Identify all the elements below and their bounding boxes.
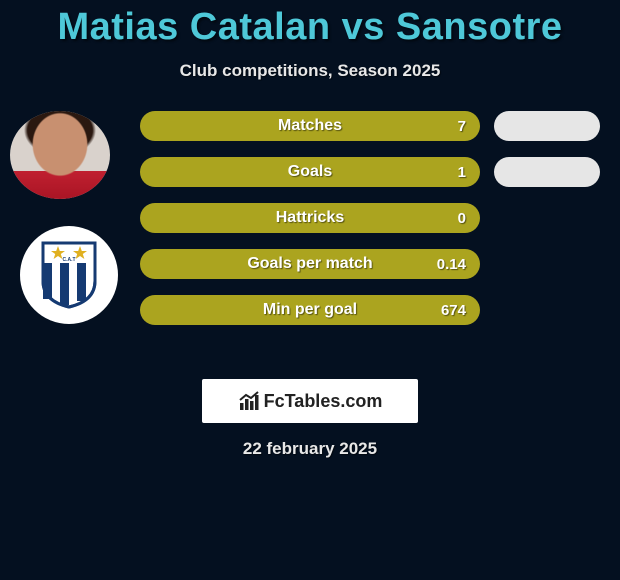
page-title: Matias Catalan vs Sansotre (0, 0, 620, 49)
brand-logo: FcTables.com (202, 379, 418, 423)
stat-label: Hattricks (140, 209, 480, 227)
footer-date: 22 february 2025 (0, 439, 620, 459)
stat-label: Goals per match (140, 255, 480, 273)
brand-text: FcTables.com (264, 391, 383, 412)
club-badge: C.A.T (20, 226, 118, 324)
page-subtitle: Club competitions, Season 2025 (0, 61, 620, 81)
stat-row: Matches7 (140, 111, 480, 141)
stat-value: 1 (458, 164, 466, 181)
avatar-placeholder-art (10, 111, 110, 199)
chart-icon (238, 390, 260, 412)
stat-label: Matches (140, 117, 480, 135)
stat-value: 7 (458, 118, 466, 135)
stat-rows: Matches7Goals1Hattricks0Goals per match0… (140, 111, 480, 341)
club-shield-icon: C.A.T (41, 241, 97, 309)
stat-value: 0.14 (437, 256, 466, 273)
stat-value: 0 (458, 210, 466, 227)
stat-label: Goals (140, 163, 480, 181)
stat-row: Min per goal674 (140, 295, 480, 325)
stat-row: Hattricks0 (140, 203, 480, 233)
opponent-pill (494, 157, 600, 187)
club-initials: C.A.T (62, 257, 75, 263)
stat-row: Goals per match0.14 (140, 249, 480, 279)
content-area: C.A.T Matches7 Goals1 Hattricks0 Goals per … (0, 111, 620, 361)
stat-row: Goals1 (140, 157, 480, 187)
stat-label: Min per goal (140, 301, 480, 319)
player-avatar (10, 111, 110, 199)
right-pills (494, 111, 600, 341)
stat-value: 674 (441, 302, 466, 319)
opponent-pill (494, 111, 600, 141)
